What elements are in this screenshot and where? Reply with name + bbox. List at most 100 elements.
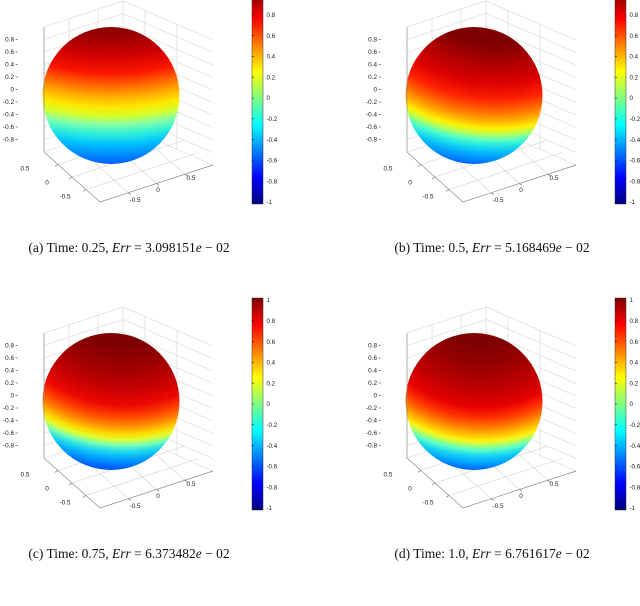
panel-caption: (b) Time: 0.5, Err = 5.168469e − 02	[363, 240, 621, 256]
colorbar-tick-label: 0.8	[267, 318, 276, 325]
colorbar-tick-label: 0.8	[630, 12, 639, 19]
colorbar-tick-label: 0.2	[267, 74, 276, 81]
y-axis-tick-labels: -0.5 0 0.5	[129, 481, 195, 510]
colorbar-tick-label: 0.4	[267, 54, 276, 61]
colorbar-tick-label: -1	[267, 199, 273, 206]
y-tick-label: 0	[156, 187, 160, 194]
colorbar-tick-label: -0.8	[267, 484, 278, 491]
z-axis-tick-marks	[379, 40, 382, 140]
y-tick-label: 0.5	[187, 481, 196, 488]
colorbar-tick-label: -0.2	[630, 422, 640, 429]
z-tick-label: -0.4	[3, 112, 14, 119]
caption-index-label: (c)	[28, 546, 43, 561]
z-tick-label: -0.2	[3, 99, 14, 106]
colorbar: 1 0.8 0.6 0.4 0.2 0 -0.2 -0.4 -0.6 -0.8 …	[252, 297, 278, 512]
z-tick-label: -0.8	[3, 137, 14, 144]
y-tick-label: -0.5	[492, 503, 503, 510]
caption-time-text: Time: 1.0,	[413, 546, 468, 561]
colorbar-tick-labels: 1 0.8 0.6 0.4 0.2 0 -0.2 -0.4 -0.6 -0.8 …	[267, 297, 278, 512]
z-axis-tick-labels: 0.8 0.6 0.4 0.2 0 -0.2 -0.4 -0.6 -0.8	[366, 343, 377, 450]
x-tick-label: 0.5	[21, 472, 30, 479]
colorbar-tick-label: 0	[267, 401, 271, 408]
x-axis-tick-labels: 0.5 0 -0.5	[21, 472, 71, 507]
z-tick-label: -0.2	[3, 405, 14, 412]
y-tick-label: 0.5	[550, 175, 559, 182]
z-tick-label: 0.8	[5, 343, 14, 350]
colorbar-tick-label: -0.2	[630, 116, 640, 123]
z-tick-label: -0.8	[3, 443, 14, 450]
z-axis-tick-marks	[16, 40, 19, 140]
z-tick-label: 0	[10, 87, 14, 94]
caption-time-text: Time: 0.25,	[46, 240, 108, 255]
plot-3d-axes: 0.8 0.6 0.4 0.2 0 -0.2 -0.4 -0.6 -0.8 0.…	[0, 294, 292, 524]
colorbar-tick-label: 0.6	[267, 339, 276, 346]
z-tick-label: -0.2	[366, 99, 377, 106]
colorbar-tick-label: -0.2	[267, 116, 278, 123]
colorbar-tick-label: 0.8	[267, 12, 276, 19]
x-tick-label: 0	[45, 180, 49, 187]
colorbar-tick-label: 0.8	[630, 318, 639, 325]
colorbar-tick-label: -0.4	[630, 137, 640, 144]
y-tick-label: -0.5	[129, 503, 140, 510]
z-tick-label: 0.4	[368, 368, 377, 375]
y-tick-label: 0	[519, 187, 523, 194]
figure-canvas: 0.8 0.6 0.4 0.2 0 -0.2 -0.4 -0.6 -0.8 0.…	[0, 0, 640, 563]
colorbar-tick-label: -0.8	[630, 484, 640, 491]
colorbar-gradient	[615, 0, 626, 204]
x-tick-label: -0.5	[59, 500, 70, 507]
subplot-panel: 0.8 0.6 0.4 0.2 0 -0.2 -0.4 -0.6 -0.8 0.…	[363, 306, 640, 606]
y-tick-label: -0.5	[492, 197, 503, 204]
z-tick-label: 0.2	[5, 74, 14, 81]
caption-err-symbol: Err	[112, 240, 131, 255]
colorbar-tick-label: -0.2	[267, 422, 278, 429]
z-axis-tick-marks	[379, 346, 382, 446]
subplot-panel: 0.8 0.6 0.4 0.2 0 -0.2 -0.4 -0.6 -0.8 0.…	[0, 306, 292, 606]
panel-caption: (c) Time: 0.75, Err = 6.373482e − 02	[0, 546, 258, 562]
colorbar-tick-label: 0.6	[630, 339, 639, 346]
colorbar-tick-label: 0.2	[630, 74, 639, 81]
z-tick-label: 0	[10, 393, 14, 400]
caption-err-mantissa: = 3.098151	[134, 240, 196, 255]
z-tick-label: 0.8	[368, 343, 377, 350]
caption-exponent: − 02	[202, 546, 230, 561]
y-axis-tick-labels: -0.5 0 0.5	[129, 175, 195, 204]
colorbar-tick-label: 0.4	[267, 360, 276, 367]
subplot-panel: 0.8 0.6 0.4 0.2 0 -0.2 -0.4 -0.6 -0.8 0.…	[0, 0, 292, 300]
colorbar: 1 0.8 0.6 0.4 0.2 0 -0.2 -0.4 -0.6 -0.8 …	[615, 0, 640, 206]
z-tick-label: -0.4	[366, 418, 377, 425]
colorbar-gradient	[252, 0, 263, 204]
z-tick-label: 0.6	[5, 355, 14, 362]
z-tick-label: -0.6	[3, 430, 14, 437]
colorbar-tick-label: 1	[267, 297, 271, 304]
caption-index-label: (d)	[394, 546, 410, 561]
z-tick-label: 0.8	[368, 37, 377, 44]
z-tick-label: 0.2	[368, 74, 377, 81]
z-tick-label: 0.4	[5, 368, 14, 375]
z-tick-label: 0.6	[368, 49, 377, 56]
z-tick-label: -0.2	[366, 405, 377, 412]
colorbar-tick-label: 0	[267, 95, 271, 102]
z-tick-label: -0.6	[3, 124, 14, 131]
caption-time-text: Time: 0.5,	[413, 240, 468, 255]
z-tick-label: -0.8	[366, 137, 377, 144]
y-axis-tick-labels: -0.5 0 0.5	[492, 481, 558, 510]
y-axis-tick-labels: -0.5 0 0.5	[492, 175, 558, 204]
z-tick-label: -0.4	[3, 418, 14, 425]
sphere-surface	[43, 27, 180, 164]
colorbar-tick-label: 0.2	[630, 380, 639, 387]
z-tick-label: -0.6	[366, 430, 377, 437]
y-tick-label: 0.5	[550, 481, 559, 488]
panel-caption: (a) Time: 0.25, Err = 3.098151e − 02	[0, 240, 258, 256]
x-tick-label: 0	[408, 180, 412, 187]
z-axis-tick-labels: 0.8 0.6 0.4 0.2 0 -0.2 -0.4 -0.6 -0.8	[366, 37, 377, 144]
caption-err-symbol: Err	[472, 546, 491, 561]
subplot-panel: 0.8 0.6 0.4 0.2 0 -0.2 -0.4 -0.6 -0.8 0.…	[363, 0, 640, 300]
colorbar-tick-label: 1	[630, 297, 634, 304]
x-axis-tick-labels: 0.5 0 -0.5	[384, 472, 434, 507]
colorbar-tick-label: -0.4	[267, 137, 278, 144]
colorbar-tick-label: 0.4	[630, 54, 639, 61]
colorbar-tick-label: -0.6	[267, 464, 278, 471]
caption-index-label: (b)	[394, 240, 410, 255]
z-axis-tick-labels: 0.8 0.6 0.4 0.2 0 -0.2 -0.4 -0.6 -0.8	[3, 37, 14, 144]
colorbar-tick-label: -0.8	[267, 178, 278, 185]
